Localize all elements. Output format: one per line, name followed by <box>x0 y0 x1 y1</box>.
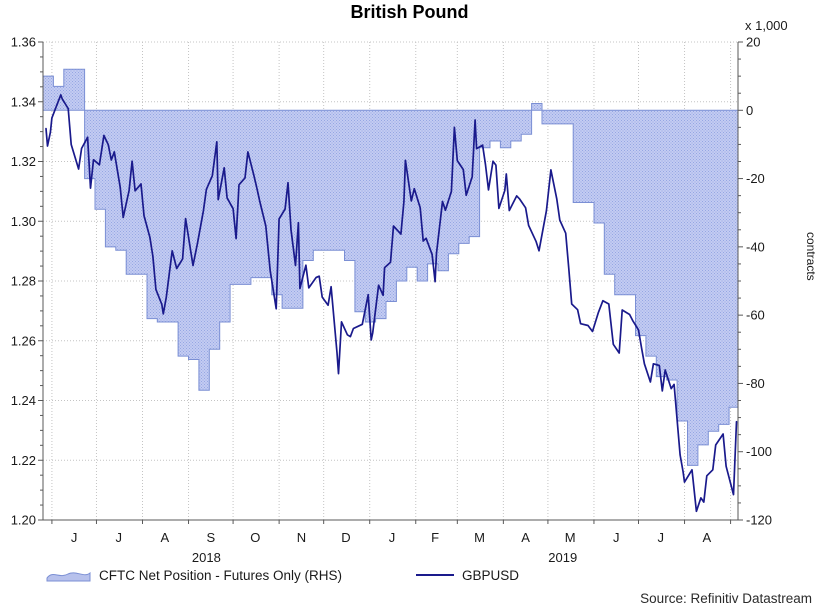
right-tick-label: -100 <box>746 444 772 459</box>
right-tick-label: -60 <box>746 308 765 323</box>
left-tick-label: 1.32 <box>11 154 36 169</box>
right-tick-label: -80 <box>746 376 765 391</box>
month-label: J <box>389 530 396 545</box>
month-label: N <box>297 530 306 545</box>
left-tick-label: 1.30 <box>11 214 36 229</box>
left-tick-label: 1.26 <box>11 333 36 348</box>
gbpusd-line <box>45 94 738 513</box>
chart-title: British Pound <box>350 2 469 22</box>
month-label: M <box>565 530 576 545</box>
month-label: A <box>702 530 711 545</box>
month-label: M <box>474 530 485 545</box>
right-axis: 20 0 -20 -40 -60 -80 -100 -120 <box>738 35 772 528</box>
left-tick-label: 1.24 <box>11 393 36 408</box>
left-tick-label: 1.34 <box>11 94 36 109</box>
month-label: A <box>521 530 530 545</box>
right-axis-unit: x 1,000 <box>745 18 788 33</box>
year-label: 2018 <box>192 550 221 565</box>
month-label: D <box>341 530 350 545</box>
month-label: F <box>431 530 439 545</box>
month-label: S <box>206 530 215 545</box>
right-tick-label: -20 <box>746 171 765 186</box>
right-tick-label: -40 <box>746 239 765 254</box>
source-note: Source: Refinitiv Datastream <box>640 591 812 606</box>
legend-label-gbpusd: GBPUSD <box>462 567 520 583</box>
legend-item-cftc: CFTC Net Position - Futures Only (RHS) <box>46 567 342 583</box>
left-tick-label: 1.20 <box>11 513 36 528</box>
year-label: 2019 <box>548 550 577 565</box>
right-tick-label: 0 <box>746 103 753 118</box>
month-label: J <box>115 530 122 545</box>
legend: CFTC Net Position - Futures Only (RHS) G… <box>0 567 819 587</box>
left-tick-label: 1.36 <box>11 35 36 50</box>
line-swatch-icon <box>416 574 454 576</box>
bottom-axis: J J A S O N D J F M A M J J A 2018 2019 <box>51 520 732 565</box>
month-label: J <box>71 530 78 545</box>
legend-label-cftc: CFTC Net Position - Futures Only (RHS) <box>99 567 343 583</box>
right-tick-label: 20 <box>746 35 760 50</box>
right-axis-contracts-label: contracts <box>804 232 818 281</box>
left-tick-label: 1.22 <box>11 453 36 468</box>
area-swatch-icon <box>46 571 91 582</box>
left-axis: 1.36 1.34 1.32 1.30 1.28 1.26 1.24 1.22 1.20 <box>11 35 43 528</box>
month-label: J <box>613 530 620 545</box>
left-tick-label: 1.28 <box>11 274 36 289</box>
right-tick-label: -120 <box>746 513 772 528</box>
month-label: O <box>250 530 260 545</box>
month-label: A <box>160 530 169 545</box>
cftc-net-position-area <box>43 68 738 466</box>
month-label: J <box>658 530 665 545</box>
legend-item-gbpusd: GBPUSD <box>415 567 519 583</box>
